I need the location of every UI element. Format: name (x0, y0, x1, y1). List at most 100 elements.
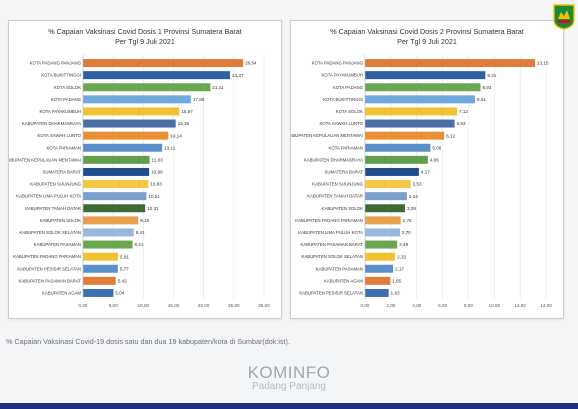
category-label: KOTA PADANG (333, 85, 364, 90)
value-label: 8,21 (135, 242, 144, 247)
category-label: KABUPATEN TANAH DATAR (307, 194, 363, 199)
chart-title-text: % Capaian Vaksinasi Covid Dosis 1 Provin… (48, 27, 242, 36)
value-label: 6,93 (457, 121, 466, 126)
x-tick-label: 15,00 (168, 303, 180, 308)
value-label: 10,31 (147, 206, 159, 211)
chart-panel-dose-1: % Capaian Vaksinasi Covid Dosis 1 Provin… (8, 20, 282, 319)
chart-title: % Capaian Vaksinasi Covid Dosis 1 Provin… (9, 27, 281, 47)
x-tick-label: 14,00 (540, 303, 552, 308)
bar (365, 119, 455, 128)
bar (365, 276, 391, 285)
bar (365, 71, 486, 80)
bar (365, 143, 431, 152)
bar (365, 252, 396, 261)
value-label: 5,77 (120, 266, 129, 271)
bar (83, 131, 169, 140)
value-label: 1,95 (392, 278, 401, 283)
category-label: KABUPATEN PASAMAN BARAT (19, 278, 82, 283)
bar (365, 155, 428, 164)
chart-subtitle-text: Per Tgl 9 Juli 2021 (397, 37, 457, 46)
bar (365, 288, 389, 297)
value-label: 21,11 (212, 85, 224, 90)
category-label: KABUPATEN PADANG PARIAMAN (13, 254, 81, 259)
bar (365, 107, 458, 116)
category-label: KABUPATEN SIJUNJUNG (30, 182, 81, 187)
bar (365, 240, 398, 249)
value-label: 10,96 (151, 170, 163, 175)
value-label: 2,76 (403, 218, 412, 223)
value-label: 17,88 (193, 97, 205, 102)
bar (365, 95, 476, 104)
bar (83, 192, 147, 201)
bar (83, 240, 133, 249)
bar (365, 83, 481, 92)
value-label: 24,37 (232, 73, 244, 78)
value-label: 4,17 (421, 170, 430, 175)
value-label: 10,83 (150, 182, 162, 187)
category-label: KOTA PAYAKUMBUH (322, 73, 363, 78)
category-label: KABUPATEN DHARMASRAYA (304, 157, 363, 162)
bar (365, 167, 419, 176)
x-tick-label: 30,00 (258, 303, 270, 308)
value-label: 4,86 (430, 157, 439, 162)
category-label: KABUPATEN SOLOK (40, 218, 82, 223)
bar (83, 252, 119, 261)
category-label: SUMATERA BARAT (324, 169, 363, 174)
value-label: 1,83 (391, 291, 400, 296)
category-label: KOTA SOLOK (54, 85, 81, 90)
category-label: KOTA PADANG PANJANG (30, 61, 82, 66)
x-tick-label: 8,00 (464, 303, 473, 308)
x-tick-label: 10,00 (489, 303, 501, 308)
category-label: KOTA PARIAMAN (329, 145, 363, 150)
bar (365, 192, 407, 201)
category-label: KABUPATEN PADANG PARIAMAN (295, 218, 363, 223)
chart-title: % Capaian Vaksinasi Covid Dosis 2 Provin… (291, 27, 563, 47)
bar (83, 83, 211, 92)
x-tick-label: 20,00 (198, 303, 210, 308)
bar (83, 228, 134, 237)
value-label: 3,09 (407, 206, 416, 211)
bar (83, 180, 149, 189)
category-label: KABUPATEN SOLOK (322, 206, 364, 211)
value-label: 15,97 (181, 109, 193, 114)
category-label: KABUPATEN LIMA PULUH KOTA (16, 194, 81, 199)
value-label: 5,06 (432, 145, 441, 150)
bar (83, 59, 244, 68)
bar-chart-dose-2: 0,00 2,00 4,00 6,00 8,00 10,00 12,00 14,00 KOTA … (291, 55, 552, 308)
category-label: KOTA PARIAMAN (47, 145, 81, 150)
brand-subtitle: Padang Panjang (252, 381, 326, 392)
value-label: 7,12 (459, 109, 468, 114)
category-label: KABUPATEN PASAMAN BARAT (301, 242, 364, 247)
category-label: KABUPATEN KEPULAUAN MENTAWAI (291, 133, 363, 138)
bar (365, 228, 400, 237)
x-tick-label: 6,00 (438, 303, 447, 308)
value-label: 14,14 (170, 133, 182, 138)
category-label: KOTA BUKITTINGGI (41, 73, 81, 78)
value-label: 13,11 (164, 145, 176, 150)
chart-panel-dose-2: % Capaian Vaksinasi Covid Dosis 2 Provin… (290, 20, 564, 319)
category-label: SUMATERA BARAT (42, 169, 81, 174)
category-label: KOTA PAYAKUMBUH (40, 109, 81, 114)
bar (83, 264, 118, 273)
bar (83, 276, 116, 285)
value-label: 2,17 (395, 266, 404, 271)
x-tick-label: 2,00 (386, 303, 395, 308)
category-label: KABUPATEN PASAMAN (34, 242, 81, 247)
category-label: KABUPATEN PESISIR SELATAN (17, 266, 81, 271)
category-label: KABUPATEN LIMA PULUH KOTA (298, 230, 363, 235)
value-label: 5,04 (115, 291, 124, 296)
value-label: 10,51 (148, 194, 160, 199)
category-label: KOTA SAWAH LUNTO (38, 133, 82, 138)
province-crest-icon (553, 4, 575, 30)
category-label: KABUPATEN AGAM (42, 290, 81, 295)
category-label: KOTA PADANG PANJANG (312, 61, 364, 66)
x-tick-label: 0,00 (79, 303, 88, 308)
bar (83, 204, 146, 213)
category-label: KABUPATEN PESISIR SELATAN (299, 290, 363, 295)
bar (83, 119, 176, 128)
x-tick-label: 12,00 (514, 303, 526, 308)
bar (365, 131, 445, 140)
bar (365, 264, 394, 273)
category-label: KABUPATEN DHARMASRAYA (22, 121, 81, 126)
x-tick-label: 5,00 (109, 303, 118, 308)
